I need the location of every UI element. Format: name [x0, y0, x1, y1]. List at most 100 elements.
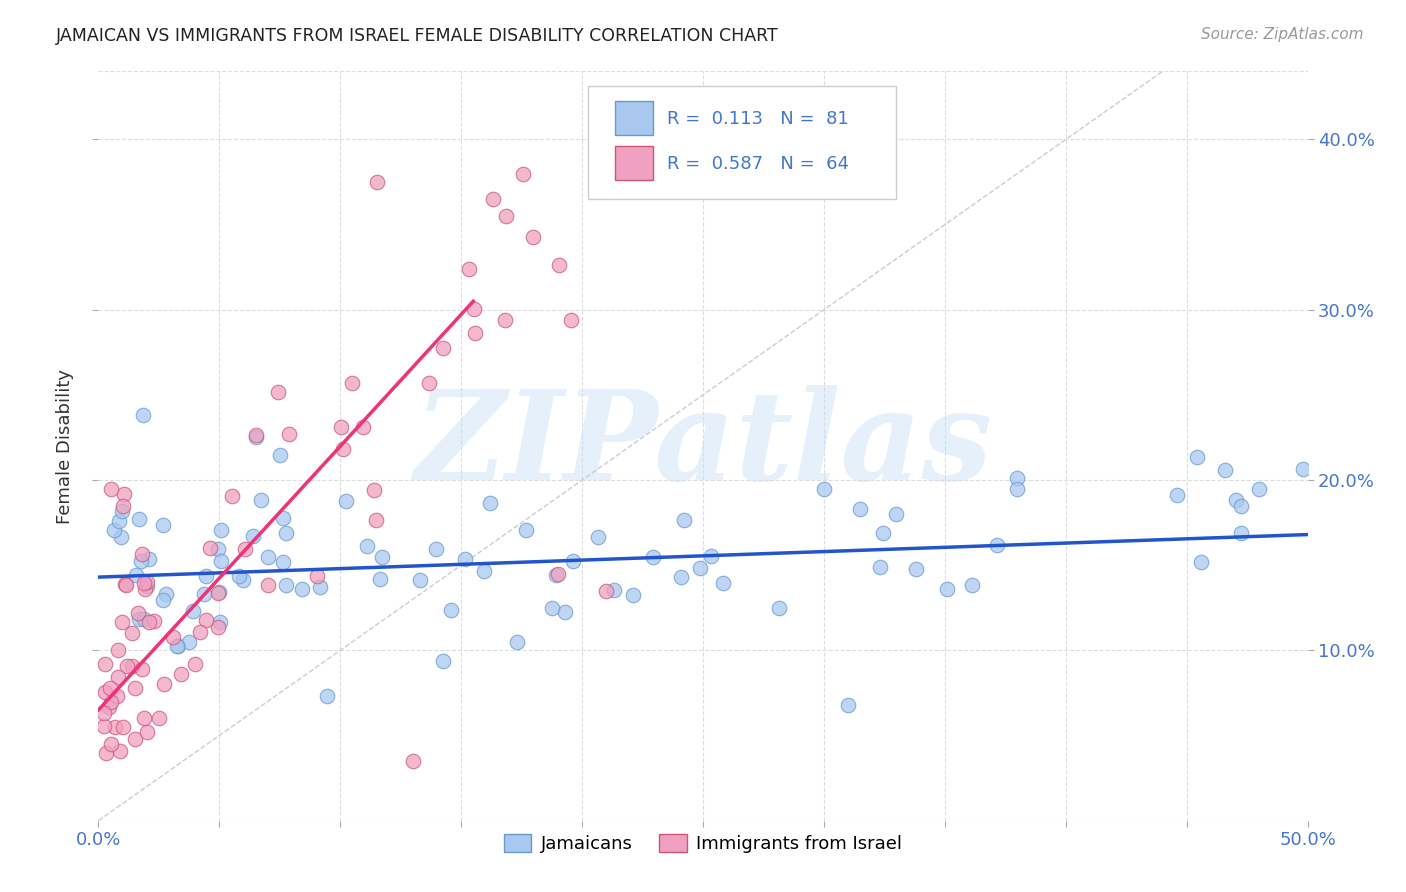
Point — [132, 408, 155, 422]
Point — [463, 302, 485, 317]
Point — [245, 430, 267, 444]
Point — [1230, 499, 1253, 513]
Point — [316, 689, 339, 703]
Point — [432, 655, 454, 669]
Point — [194, 613, 217, 627]
Point — [121, 625, 143, 640]
Y-axis label: Female Disability: Female Disability — [56, 368, 75, 524]
Point — [257, 578, 280, 592]
Point — [432, 341, 454, 355]
Point — [166, 639, 188, 653]
Point — [402, 754, 425, 768]
Point — [115, 577, 138, 591]
Point — [138, 552, 160, 566]
Point — [544, 567, 567, 582]
Point — [93, 685, 115, 699]
Point — [112, 487, 135, 501]
Point — [1007, 482, 1029, 496]
Point — [494, 313, 516, 327]
Point — [672, 513, 695, 527]
Point — [131, 662, 153, 676]
Point — [711, 575, 734, 590]
Point — [110, 529, 132, 543]
Point — [181, 604, 204, 618]
Point — [208, 615, 231, 630]
Point — [107, 670, 129, 684]
Point — [813, 482, 835, 496]
FancyBboxPatch shape — [614, 146, 654, 180]
Point — [111, 720, 134, 734]
Point — [562, 554, 585, 568]
Text: ZIPatlas: ZIPatlas — [413, 385, 993, 507]
Point — [408, 573, 430, 587]
Point — [121, 659, 143, 673]
Point — [274, 578, 297, 592]
Point — [132, 612, 155, 626]
Point — [1249, 482, 1271, 496]
Point — [108, 744, 131, 758]
Point — [700, 549, 723, 563]
Point — [250, 493, 273, 508]
Point — [1225, 493, 1247, 508]
Point — [167, 639, 190, 653]
Point — [267, 384, 290, 399]
Point — [207, 541, 229, 556]
Point — [418, 376, 440, 390]
Point — [131, 547, 153, 561]
Point — [332, 442, 354, 457]
Point — [114, 577, 136, 591]
Point — [368, 573, 391, 587]
Point — [1185, 450, 1208, 464]
Point — [768, 601, 790, 615]
Point — [135, 575, 157, 590]
Point — [100, 695, 122, 709]
Point — [464, 326, 486, 340]
Point — [340, 376, 363, 391]
Point — [135, 578, 157, 592]
Point — [689, 561, 711, 575]
Legend: Jamaicans, Immigrants from Israel: Jamaicans, Immigrants from Israel — [498, 827, 908, 860]
Point — [104, 720, 127, 734]
Point — [425, 541, 447, 556]
Point — [366, 175, 388, 189]
Point — [115, 659, 138, 673]
Point — [93, 657, 115, 672]
Point — [356, 539, 378, 553]
Point — [108, 514, 131, 528]
Point — [134, 575, 156, 590]
Point — [124, 681, 146, 695]
Point — [305, 569, 328, 583]
Point — [330, 419, 353, 434]
Point — [232, 574, 254, 588]
Point — [458, 262, 481, 277]
Point — [1189, 555, 1212, 569]
Point — [190, 625, 212, 640]
Point — [134, 711, 156, 725]
Point — [554, 605, 576, 619]
Point — [1166, 488, 1188, 502]
Point — [271, 511, 294, 525]
FancyBboxPatch shape — [588, 87, 897, 199]
Point — [233, 541, 256, 556]
Point — [148, 711, 170, 725]
Point — [134, 582, 156, 597]
Point — [271, 555, 294, 569]
Point — [256, 549, 278, 564]
Point — [209, 553, 232, 567]
Point — [111, 499, 134, 513]
Point — [155, 587, 177, 601]
FancyBboxPatch shape — [614, 102, 654, 135]
Point — [98, 681, 121, 695]
Point — [207, 620, 229, 634]
Point — [194, 569, 217, 583]
Point — [184, 657, 207, 672]
Point — [198, 541, 221, 555]
Point — [872, 526, 894, 541]
Point — [481, 192, 503, 206]
Point — [152, 676, 174, 690]
Point — [540, 601, 562, 615]
Point — [547, 258, 569, 272]
Point — [242, 529, 264, 543]
Point — [352, 420, 374, 434]
Point — [111, 615, 134, 630]
